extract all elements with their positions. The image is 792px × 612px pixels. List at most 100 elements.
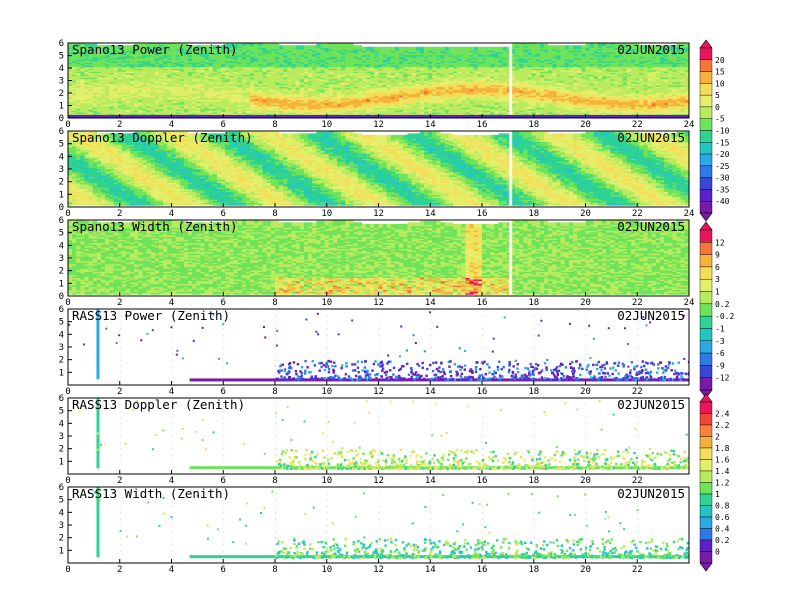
cell [134, 43, 139, 48]
cell [477, 46, 483, 51]
cell [154, 43, 160, 47]
cell [440, 46, 445, 51]
cell [386, 46, 391, 51]
cell [96, 45, 102, 50]
cell [424, 46, 429, 51]
cell [208, 45, 213, 50]
cell [361, 46, 367, 51]
cell [366, 46, 371, 51]
cell [337, 43, 342, 45]
cell [390, 46, 396, 51]
cell [403, 46, 408, 51]
cell [175, 43, 180, 48]
cell [415, 46, 420, 51]
cell [109, 45, 114, 50]
cell [80, 43, 85, 47]
cell [121, 45, 127, 50]
cell [432, 46, 437, 51]
cell [171, 43, 176, 47]
cell [72, 43, 77, 47]
cell [105, 45, 110, 50]
cell [448, 46, 454, 51]
cell [461, 46, 466, 51]
cell [295, 45, 300, 50]
cell [279, 45, 284, 50]
cell [490, 46, 495, 51]
cell [241, 43, 247, 47]
cell [275, 43, 280, 48]
cell [395, 46, 400, 51]
cell [233, 43, 238, 48]
cell [183, 43, 189, 48]
cell [130, 45, 135, 50]
cell [163, 43, 168, 47]
cell [370, 46, 375, 51]
cell [76, 43, 81, 47]
cell [382, 46, 387, 51]
cell [117, 45, 122, 50]
cell [299, 45, 305, 50]
cell [125, 45, 131, 50]
cell [316, 43, 321, 48]
cell [159, 43, 164, 45]
cell [407, 46, 412, 51]
cell [283, 45, 288, 50]
cell [113, 45, 118, 50]
cell [88, 43, 93, 48]
cell [374, 46, 379, 51]
cell [200, 45, 205, 50]
cell [258, 43, 263, 47]
cell [101, 45, 106, 50]
cell [502, 46, 507, 51]
cell [84, 43, 89, 48]
cell [188, 45, 193, 50]
cell [324, 43, 329, 48]
cell [266, 43, 271, 48]
cell [444, 46, 449, 51]
cell [399, 46, 404, 51]
cell [150, 43, 155, 47]
cell [92, 43, 98, 48]
cell [287, 45, 292, 50]
cell [225, 43, 230, 48]
cell [341, 43, 346, 45]
cell [353, 45, 358, 50]
cell [179, 43, 184, 48]
cell [378, 46, 383, 51]
cell [473, 46, 478, 51]
cell [498, 46, 503, 51]
cell [146, 43, 151, 47]
cell [308, 45, 313, 50]
cell [246, 43, 251, 45]
cell [237, 43, 242, 47]
cell [469, 46, 474, 51]
cell [482, 46, 487, 51]
cell [270, 43, 276, 48]
cell [142, 43, 147, 48]
cell [192, 45, 197, 50]
cell [262, 43, 267, 48]
cell [204, 45, 209, 50]
cell [303, 45, 309, 50]
cell [291, 45, 296, 50]
cell [196, 45, 201, 50]
cell [254, 43, 259, 47]
cell [411, 46, 416, 51]
cell [212, 45, 218, 50]
cell [167, 43, 172, 47]
cell [229, 43, 234, 48]
cell [221, 45, 226, 50]
cell [453, 46, 458, 51]
cell [345, 43, 350, 47]
cell [457, 46, 462, 51]
cell [465, 46, 470, 51]
cell [138, 43, 143, 48]
cell [68, 43, 73, 45]
cell [506, 46, 512, 51]
cell [250, 43, 255, 45]
cell [357, 45, 362, 50]
cell [312, 45, 317, 50]
